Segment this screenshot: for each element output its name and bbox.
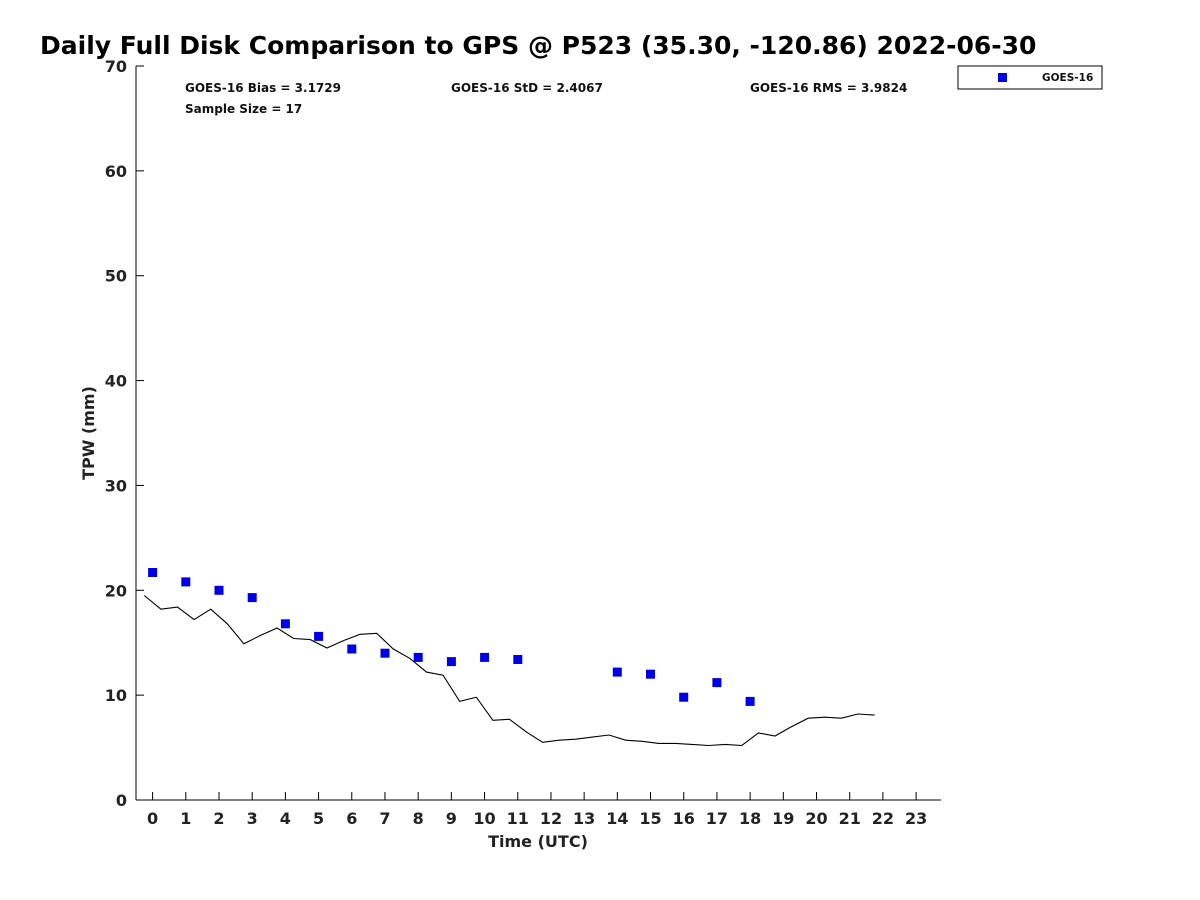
goes16-point [247, 593, 257, 603]
x-tick-label: 1 [180, 809, 191, 828]
x-tick-label: 3 [247, 809, 258, 828]
stats-block: GOES-16 Bias = 3.1729 GOES-16 StD = 2.40… [185, 81, 907, 116]
x-ticks: 0 1 2 3 4 5 6 7 8 9 10 11 12 13 14 15 16 17 18 19 20 21 22 23 [147, 792, 927, 828]
x-tick-label: 2 [213, 809, 224, 828]
goes16-point [612, 667, 622, 677]
x-tick-label: 13 [573, 809, 595, 828]
x-tick-label: 10 [473, 809, 495, 828]
x-axis-label: Time (UTC) [488, 832, 588, 851]
chart-title: Daily Full Disk Comparison to GPS @ P523… [40, 31, 1036, 60]
x-tick-label: 14 [606, 809, 628, 828]
x-tick-label: 8 [413, 809, 424, 828]
x-tick-label: 21 [839, 809, 861, 828]
x-tick-label: 15 [639, 809, 661, 828]
y-tick-label: 40 [105, 372, 127, 391]
goes16-point [148, 568, 158, 577]
x-tick-label: 17 [706, 809, 728, 828]
goes16-point [380, 648, 390, 658]
y-tick-label: 10 [105, 686, 127, 705]
goes16-point [280, 619, 290, 629]
goes16-point [181, 577, 191, 587]
stat-rms: GOES-16 RMS = 3.9824 [750, 81, 907, 95]
x-tick-label: 23 [905, 809, 927, 828]
x-tick-label: 11 [507, 809, 529, 828]
x-tick-label: 22 [872, 809, 894, 828]
axes [135, 66, 941, 801]
y-tick-label: 60 [105, 162, 127, 181]
legend-marker-goes16 [998, 73, 1007, 82]
goes16-point [214, 585, 224, 595]
x-tick-label: 0 [147, 809, 158, 828]
goes16-point [314, 631, 324, 641]
goes16-point [712, 678, 722, 688]
goes16-point [513, 655, 523, 664]
y-tick-label: 50 [105, 267, 127, 286]
goes16-point [413, 652, 423, 662]
stat-bias: GOES-16 Bias = 3.1729 [185, 81, 341, 95]
y-tick-label: 20 [105, 581, 127, 600]
gps-line [143, 595, 875, 747]
y-ticks: 0 10 20 30 40 50 60 70 [105, 57, 144, 810]
stat-sample-size: Sample Size = 17 [185, 102, 302, 116]
legend: GOES-16 [957, 65, 1103, 90]
goes16-series [148, 568, 755, 706]
stat-std: GOES-16 StD = 2.4067 [451, 81, 603, 95]
goes16-point [745, 696, 755, 706]
x-tick-label: 19 [772, 809, 794, 828]
x-tick-label: 4 [280, 809, 291, 828]
x-tick-label: 12 [540, 809, 562, 828]
y-tick-label: 70 [105, 57, 127, 76]
x-tick-label: 16 [673, 809, 695, 828]
goes16-point [480, 652, 490, 662]
goes16-point [446, 657, 456, 667]
goes16-point [646, 669, 655, 679]
goes16-point [679, 692, 689, 702]
goes16-point [347, 644, 357, 654]
y-tick-label: 0 [116, 791, 127, 810]
legend-label-goes16: GOES-16 [1042, 72, 1093, 84]
x-tick-label: 18 [739, 809, 761, 828]
x-tick-label: 7 [379, 809, 390, 828]
x-tick-label: 20 [805, 809, 827, 828]
x-tick-label: 9 [446, 809, 457, 828]
gps-series [143, 595, 875, 747]
legend-box [957, 65, 1103, 90]
y-axis-label: TPW (mm) [79, 386, 98, 480]
x-tick-label: 6 [346, 809, 357, 828]
x-tick-label: 5 [313, 809, 324, 828]
y-tick-label: 30 [105, 476, 127, 495]
